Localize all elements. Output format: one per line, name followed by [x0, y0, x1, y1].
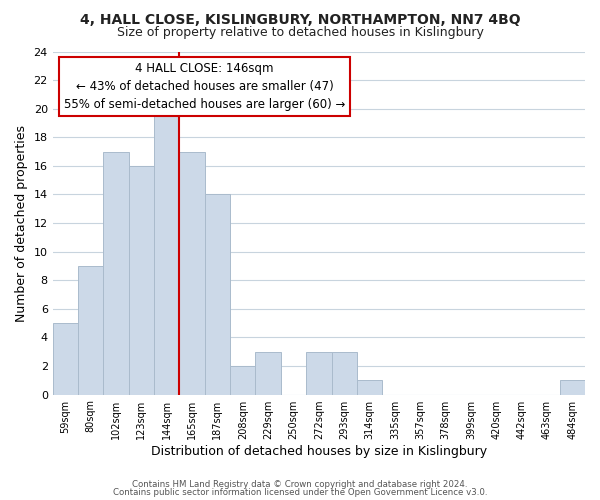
Text: 4, HALL CLOSE, KISLINGBURY, NORTHAMPTON, NN7 4BQ: 4, HALL CLOSE, KISLINGBURY, NORTHAMPTON,… [80, 12, 520, 26]
Bar [560, 380, 585, 394]
Bar [78, 266, 103, 394]
Bar [205, 194, 230, 394]
Text: 4 HALL CLOSE: 146sqm
← 43% of detached houses are smaller (47)
55% of semi-detac: 4 HALL CLOSE: 146sqm ← 43% of detached h… [64, 62, 345, 111]
Bar [179, 152, 205, 394]
Y-axis label: Number of detached properties: Number of detached properties [15, 124, 28, 322]
X-axis label: Distribution of detached houses by size in Kislingbury: Distribution of detached houses by size … [151, 444, 487, 458]
Bar [53, 323, 78, 394]
Text: Contains HM Land Registry data © Crown copyright and database right 2024.: Contains HM Land Registry data © Crown c… [132, 480, 468, 489]
Bar [332, 352, 357, 395]
Bar [306, 352, 332, 395]
Bar [103, 152, 129, 394]
Bar [256, 352, 281, 395]
Text: Size of property relative to detached houses in Kislingbury: Size of property relative to detached ho… [116, 26, 484, 39]
Bar [129, 166, 154, 394]
Text: Contains public sector information licensed under the Open Government Licence v3: Contains public sector information licen… [113, 488, 487, 497]
Bar [154, 108, 179, 395]
Bar [357, 380, 382, 394]
Bar [230, 366, 256, 394]
